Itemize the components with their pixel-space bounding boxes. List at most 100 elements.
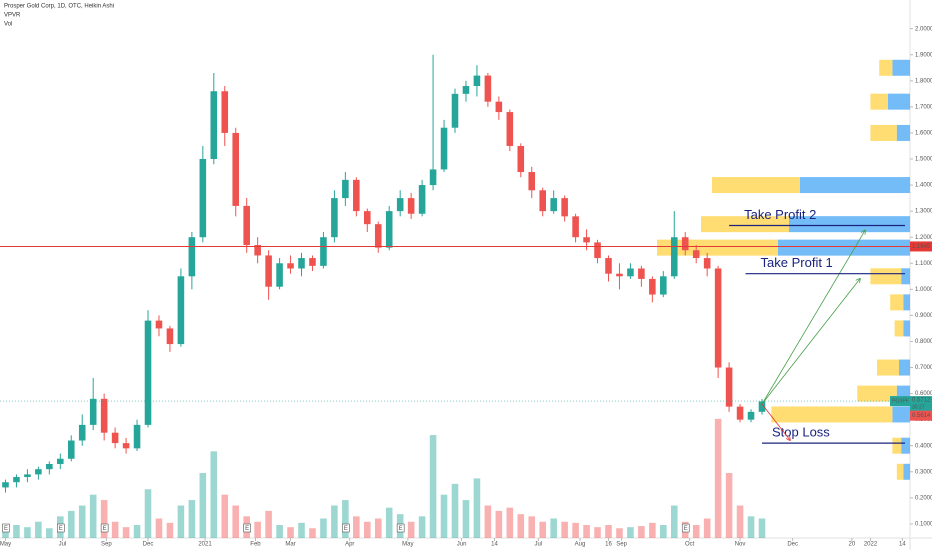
volume-bar [364, 521, 371, 538]
profile-up [892, 406, 910, 423]
candle-body [528, 172, 536, 191]
volume-bar [2, 529, 9, 538]
y-tick-label: 1.1000 [915, 261, 932, 267]
event-label: E [684, 526, 688, 532]
volume-bar [506, 507, 514, 538]
candle-body [144, 320, 152, 425]
last-price-label: 0.5712 [912, 398, 931, 404]
profile-down [896, 463, 904, 480]
volume-bar [462, 500, 470, 538]
volume-bar [309, 528, 316, 538]
x-tick-label: Jul [59, 542, 67, 548]
countdown-label: 30:27 [912, 404, 925, 410]
candle-body [276, 263, 283, 287]
volume-bar [605, 525, 612, 538]
candle-body [638, 268, 645, 279]
symbol-label: PGXPF [892, 398, 909, 404]
level-label: Stop Loss [772, 425, 830, 440]
volume-bar [747, 516, 755, 538]
candle-body [2, 482, 9, 488]
candle-body [57, 458, 64, 464]
profile-up [903, 294, 910, 311]
volume-bar [440, 494, 448, 538]
volume-bar [429, 435, 437, 538]
candle-body [232, 132, 240, 206]
event-marker [57, 523, 65, 533]
candle-body [649, 278, 656, 295]
volume-bar [517, 514, 525, 538]
candle-body [364, 211, 371, 225]
volume-bar [177, 505, 185, 538]
volume-bar [188, 500, 196, 538]
profile-down [879, 59, 893, 76]
candle-body [517, 145, 525, 173]
candle-body [265, 255, 272, 287]
volume-bar [418, 516, 426, 538]
candle-body [670, 237, 678, 277]
candle-body [342, 179, 349, 199]
y-tick-label: 2.0000 [915, 26, 932, 32]
volume-bar [660, 525, 667, 538]
candle-body [287, 263, 294, 269]
volume-bar [13, 525, 20, 538]
level-label: Take Profit 2 [744, 207, 816, 222]
price-tag [910, 241, 932, 252]
event-label: E [344, 526, 348, 532]
arrow [761, 403, 790, 440]
candle-body [747, 411, 755, 420]
candle-body [309, 258, 316, 266]
profile-down [890, 294, 904, 311]
level-label: Take Profit 1 [761, 255, 833, 270]
candle-body [594, 242, 601, 259]
y-tick-label: 0.8000 [915, 339, 932, 345]
candle-body [24, 474, 31, 478]
volume-bar [594, 527, 601, 538]
x-tick-label: 2021 [198, 542, 212, 548]
x-tick-label: 14 [491, 542, 498, 548]
candle-body [681, 237, 689, 251]
x-tick-label: Oct [685, 542, 695, 548]
volume-bar [111, 521, 119, 538]
volume-bar [484, 505, 492, 538]
event-marker [2, 523, 10, 533]
y-tick-label: 1.3000 [915, 209, 932, 215]
volume-bar [35, 521, 42, 538]
y-tick-label: 1.9000 [915, 52, 932, 58]
candle-body [199, 159, 207, 238]
profile-down [870, 93, 888, 110]
event-marker [342, 523, 350, 533]
volume-bar [320, 518, 327, 538]
arrow [761, 279, 860, 405]
y-tick-label: 1.5000 [915, 157, 932, 163]
candle-body [583, 237, 590, 243]
profile-down [771, 406, 893, 423]
candle-body [627, 268, 634, 277]
event-marker [243, 523, 251, 533]
profile-up [903, 320, 910, 337]
profile-down [712, 177, 800, 194]
candle-body [78, 424, 86, 441]
volume-bar [89, 494, 97, 538]
y-tick-label: 0.2000 [915, 495, 932, 501]
candle-body [725, 367, 733, 407]
volume-bar [495, 510, 503, 538]
x-tick-label: Sep [616, 542, 627, 548]
candle-body [177, 276, 185, 345]
candle-body [320, 237, 327, 266]
y-tick-label: 0.9000 [915, 313, 932, 319]
profile-up [789, 216, 910, 233]
candle-body [714, 268, 722, 368]
profile-down [857, 385, 897, 402]
volume-bar [353, 516, 360, 538]
profile-up [901, 437, 910, 454]
volume-bar [199, 473, 207, 538]
volume-bar [583, 525, 590, 538]
profile-up [888, 93, 910, 110]
volume-bar [276, 525, 283, 538]
volume-bar [758, 518, 766, 538]
x-tick-label: Dec [787, 542, 798, 548]
profile-down [894, 320, 904, 337]
x-tick-label: Apr [345, 542, 354, 548]
y-tick-label: 1.4000 [915, 183, 932, 189]
y-tick-label: 1.6000 [915, 131, 932, 137]
